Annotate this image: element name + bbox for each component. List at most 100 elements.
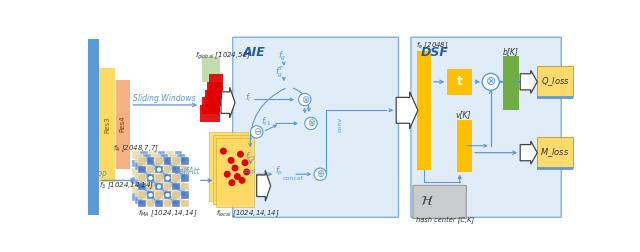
Bar	[161, 154, 168, 162]
Bar	[161, 180, 168, 187]
Bar	[175, 151, 182, 159]
Circle shape	[228, 179, 236, 186]
Bar	[132, 185, 140, 193]
Circle shape	[228, 157, 235, 164]
Text: $M\_loss$: $M\_loss$	[540, 146, 570, 159]
Bar	[157, 168, 165, 176]
Text: pool: pool	[242, 169, 255, 174]
Bar	[164, 200, 172, 207]
Circle shape	[305, 117, 317, 130]
Polygon shape	[520, 70, 537, 93]
Bar	[155, 166, 163, 173]
Bar	[157, 185, 165, 193]
Text: $f_{MA}$ [1024,14,14]: $f_{MA}$ [1024,14,14]	[138, 208, 198, 219]
Bar	[175, 160, 182, 167]
Bar	[147, 157, 154, 165]
Bar	[152, 188, 160, 196]
Bar	[152, 154, 160, 162]
Text: concat: concat	[282, 176, 303, 181]
Polygon shape	[396, 92, 418, 129]
Bar	[180, 174, 189, 182]
Bar	[147, 166, 154, 173]
Bar	[202, 97, 220, 114]
Bar	[161, 197, 168, 204]
Bar	[178, 180, 186, 187]
Bar	[537, 67, 573, 97]
Bar	[164, 174, 172, 182]
Bar	[157, 194, 165, 201]
Bar	[138, 191, 146, 199]
Bar	[209, 74, 223, 91]
Text: ⊖: ⊖	[253, 127, 260, 137]
Bar	[180, 183, 189, 191]
Bar	[169, 197, 177, 204]
Bar	[164, 166, 172, 173]
Bar	[140, 151, 148, 159]
Text: $f_3$ [1024,14,14]: $f_3$ [1024,14,14]	[99, 180, 154, 191]
Bar	[180, 166, 189, 173]
Text: DSF: DSF	[421, 46, 449, 59]
Bar	[202, 57, 220, 82]
Bar	[161, 188, 168, 196]
Circle shape	[250, 126, 263, 138]
Bar	[155, 157, 163, 165]
Bar	[172, 166, 180, 173]
Text: ⊗: ⊗	[486, 75, 496, 88]
Text: conv: conv	[337, 117, 342, 132]
Bar	[155, 174, 163, 182]
Text: $f_g$: $f_g$	[278, 50, 286, 63]
Text: ⊕: ⊕	[316, 169, 324, 179]
Bar	[152, 171, 160, 179]
Bar	[503, 56, 518, 110]
Bar	[143, 188, 151, 196]
Bar	[135, 154, 143, 162]
Bar	[135, 197, 143, 204]
Bar	[132, 177, 140, 184]
Bar	[138, 166, 146, 173]
Circle shape	[157, 168, 161, 172]
Bar	[178, 163, 186, 170]
Bar	[99, 68, 115, 182]
Text: $f_4$ [2048,7,7]: $f_4$ [2048,7,7]	[113, 144, 159, 154]
Text: ⊗: ⊗	[301, 94, 309, 105]
Bar	[172, 174, 180, 182]
Text: $f_g^T$: $f_g^T$	[275, 64, 285, 80]
Bar	[157, 177, 165, 184]
FancyBboxPatch shape	[233, 37, 399, 217]
Bar	[147, 200, 154, 207]
Circle shape	[224, 171, 231, 178]
Bar	[149, 194, 157, 201]
Bar	[180, 200, 189, 207]
Bar	[155, 200, 163, 207]
Polygon shape	[221, 87, 235, 118]
Bar	[166, 185, 174, 193]
Bar	[135, 188, 143, 196]
Bar	[166, 151, 174, 159]
Bar	[149, 151, 157, 159]
Text: ⊗: ⊗	[307, 118, 315, 129]
Polygon shape	[257, 170, 271, 201]
Text: $f_{t3}$: $f_{t3}$	[245, 150, 255, 163]
Bar	[147, 191, 154, 199]
Circle shape	[298, 93, 311, 106]
Text: $f_{t1}$: $f_{t1}$	[261, 116, 272, 128]
Bar	[447, 69, 472, 95]
Bar	[135, 180, 143, 187]
Bar	[417, 51, 431, 170]
Circle shape	[237, 151, 244, 158]
Bar	[164, 191, 172, 199]
Bar	[164, 183, 172, 191]
Bar	[200, 105, 220, 122]
Bar	[178, 154, 186, 162]
Text: $f_e$ [2048]: $f_e$ [2048]	[415, 40, 449, 51]
Bar	[166, 194, 174, 201]
Circle shape	[165, 176, 170, 180]
Text: $\mathcal{H}$: $\mathcal{H}$	[420, 194, 434, 208]
Circle shape	[232, 165, 239, 172]
Bar	[166, 160, 174, 167]
Bar	[149, 168, 157, 176]
Bar	[140, 160, 148, 167]
Bar	[175, 185, 182, 193]
Bar	[537, 167, 573, 170]
Circle shape	[157, 184, 161, 189]
